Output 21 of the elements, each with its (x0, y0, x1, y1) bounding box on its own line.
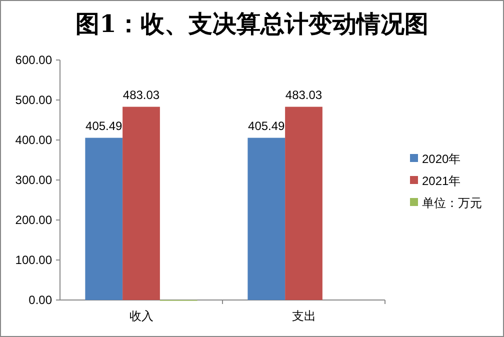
bar (285, 106, 322, 300)
y-tick-label: 500.00 (15, 93, 52, 107)
y-tick-label: 200.00 (15, 213, 52, 227)
legend-label: 2021年 (422, 174, 461, 188)
x-tick-label: 收入 (129, 309, 154, 323)
text: 405.49 (248, 118, 285, 133)
y-tick-label: 100.00 (15, 253, 52, 267)
bar (122, 106, 160, 300)
text: 483.03 (122, 88, 160, 102)
text: 483.03 (285, 88, 322, 102)
bar (85, 138, 123, 300)
legend-label: 单位：万元 (422, 196, 482, 210)
text: 405.49 (86, 118, 122, 133)
legend-label: 2020年 (422, 152, 461, 166)
y-tick-label: 0.00 (28, 293, 52, 307)
chart-title: 图1：收、支决算总计变动情况图 (76, 9, 428, 38)
bar (248, 138, 286, 300)
y-tick-label: 600.00 (15, 53, 52, 67)
y-tick-label: 400.00 (15, 133, 52, 147)
x-tick-label: 支出 (292, 309, 316, 323)
y-tick-label: 300.00 (15, 173, 52, 187)
